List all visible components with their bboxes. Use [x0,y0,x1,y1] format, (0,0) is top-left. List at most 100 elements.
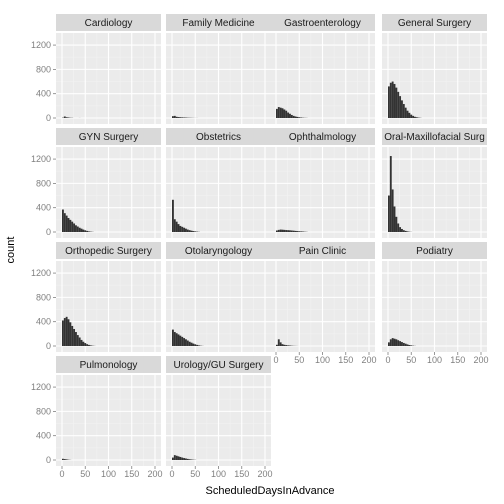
histogram-bar [279,107,282,118]
x-tick-label: 200 [361,355,376,365]
facet-panel: Oral-Maxillofacial Surg [382,128,487,238]
histogram-bar [276,344,278,346]
y-tick-label: 0 [46,113,51,123]
x-tick-label: 200 [147,469,162,479]
histogram-bar [71,325,74,346]
histogram-bar [404,107,407,118]
y-tick-label: 0 [46,455,51,465]
histogram-bar [287,345,290,346]
facet-panel: Cardiology [56,14,161,124]
histogram-bar [183,338,186,346]
histogram-bar [188,459,191,460]
facet-strip-label: Pain Clinic [299,246,346,257]
histogram-bar [177,456,180,460]
histogram-bar [173,332,176,346]
histogram-bar [63,116,66,118]
histogram-bar [173,455,176,460]
histogram-bar [181,226,184,232]
facet-panel: Pain Clinic [270,242,375,352]
y-tick-label: 400 [36,89,51,99]
histogram-bar [179,335,182,346]
histogram-bar [281,344,284,346]
histogram-bar [65,459,68,460]
facet-panel: Podiatry [382,242,487,352]
x-tick-label: 0 [169,469,174,479]
histogram-bar [397,91,400,118]
facet-strip [166,242,271,259]
x-axis-title: ScheduledDaysInAdvance [205,485,334,497]
histogram-bar [67,218,70,232]
histogram-bar [395,87,398,118]
histogram-bar [391,338,394,346]
facet-strip [56,356,161,373]
histogram-bar [172,116,174,118]
histogram-bar [389,82,392,118]
histogram-bar [410,114,413,118]
facet-strip [270,242,375,259]
facet-strip [382,14,487,31]
histogram-bar [181,336,184,346]
histogram-bar [289,113,291,118]
histogram-bar [69,322,72,346]
histogram-bar [75,332,77,346]
histogram-bar [296,116,299,118]
histogram-bar [86,344,89,346]
histogram-bar [185,339,187,346]
histogram-bar [389,339,392,346]
facet-panel: GYN Surgery [56,128,161,238]
histogram-bar [393,338,396,346]
histogram-bar [285,230,288,232]
x-tick-label: 100 [211,469,226,479]
histogram-bar [186,458,189,460]
facet-panel: Pulmonology [56,356,161,466]
x-tick-label: 0 [385,355,390,365]
facet-strip-label: Pulmonology [80,360,138,371]
facet-panel: Obstetrics [166,128,271,238]
histogram-bar [183,458,186,460]
facet-panel: Gastroenterology [270,14,375,124]
histogram-bar [397,223,400,232]
histogram-bar [75,225,77,232]
y-tick-label: 0 [46,227,51,237]
facet-strip-label: Cardiology [85,18,133,29]
histogram-bar [414,116,416,118]
histogram-bar [294,230,297,232]
histogram-bar [279,229,282,232]
y-tick-label: 400 [36,317,51,327]
histogram-bar [80,339,83,346]
y-tick-label: 800 [36,292,51,302]
x-tick-label: 150 [234,469,249,479]
histogram-bar [290,230,293,232]
histogram-bar [186,229,189,232]
facet-panel: Urology/GU Surgery [166,356,271,466]
histogram-bar [388,86,390,118]
histogram-bar [289,230,291,232]
histogram-bar [399,227,402,232]
histogram-bar [62,209,64,232]
facet-strip-label: Obstetrics [196,132,241,143]
histogram-bar [412,115,415,118]
histogram-bar [192,231,195,232]
histogram-bar [173,115,176,118]
histogram-bar [179,456,182,460]
histogram-bar [401,228,403,232]
histogram-bar [399,96,402,118]
histogram-bar [65,316,68,346]
x-tick-label: 0 [59,469,64,479]
histogram-bar [401,100,403,118]
histogram-bar [69,219,72,232]
histogram-bar [88,231,90,232]
histogram-bar [73,223,76,232]
histogram-bar [173,219,176,232]
histogram-bar [185,228,187,232]
y-tick-label: 800 [36,406,51,416]
histogram-bar [401,342,403,346]
facet-strip [56,242,161,259]
histogram-bar [298,231,301,232]
histogram-bar [181,117,184,118]
histogram-bar [73,328,76,346]
histogram-bar [80,228,83,232]
histogram-bar [391,81,394,118]
histogram-bar [177,224,180,232]
histogram-bar [406,344,409,346]
